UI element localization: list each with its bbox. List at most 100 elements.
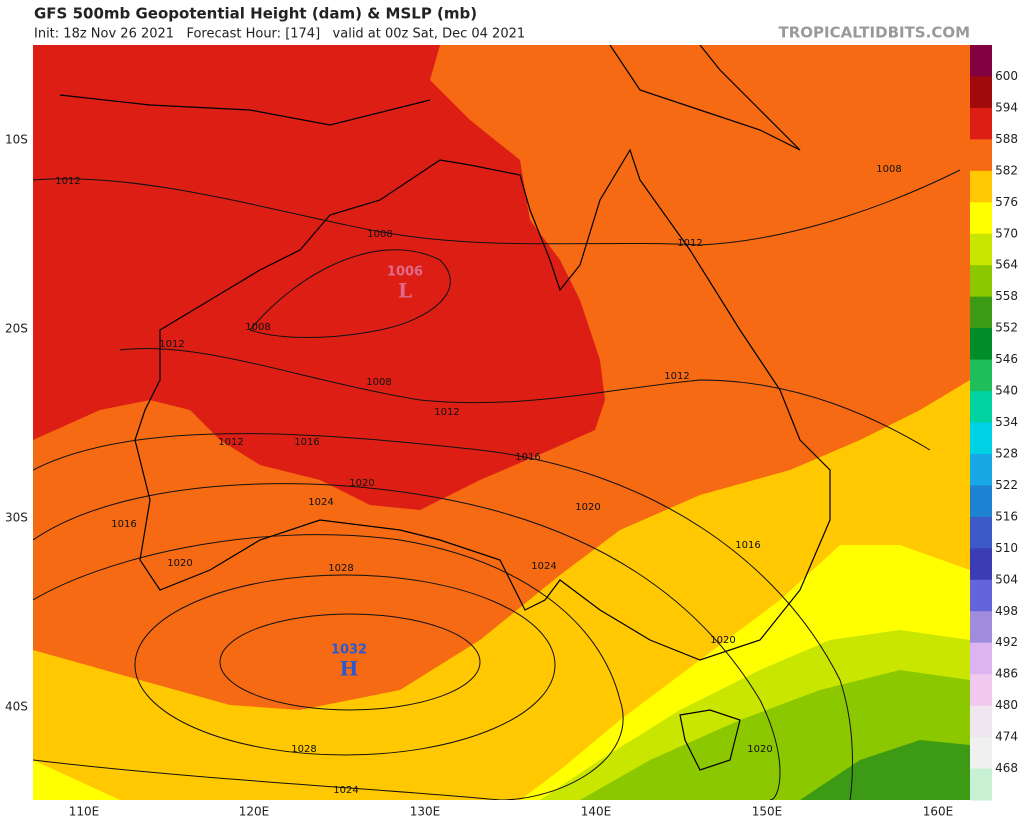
colorbar-swatch (970, 516, 992, 549)
colorbar-swatch (970, 391, 992, 423)
height-fill (33, 45, 605, 510)
isobar-label: 1016 (515, 452, 540, 463)
lon-label: 110E (69, 805, 100, 819)
colorbar-swatch (970, 139, 992, 172)
colorbar-label: 546 (995, 352, 1018, 366)
isobar (33, 169, 961, 246)
pressure-center-symbol: L (398, 279, 412, 303)
lon-label: 120E (239, 805, 270, 819)
colorbar-swatch (970, 579, 992, 612)
colorbar-label: 588 (995, 132, 1018, 146)
colorbar-label: 552 (995, 321, 1018, 335)
isobar (134, 574, 556, 756)
lat-label: 10S (5, 133, 28, 147)
lat-label: 30S (5, 511, 28, 525)
colorbar-label: 510 (995, 541, 1018, 555)
colorbar-swatch (970, 485, 992, 518)
isobar-label: 1012 (55, 176, 80, 187)
isobar-label: 1016 (111, 519, 136, 530)
isobar-label: 1012 (664, 371, 689, 382)
isobar (33, 483, 781, 800)
isobar (33, 534, 624, 800)
isobar-label: 1008 (367, 229, 392, 240)
coastline (134, 148, 831, 661)
lat-label: 40S (5, 700, 28, 714)
colorbar-swatch (970, 705, 992, 738)
isobar-label: 1012 (434, 407, 459, 418)
lon-label: 150E (752, 805, 783, 819)
colorbar-label: 576 (995, 195, 1018, 209)
isobar (33, 759, 501, 800)
colorbar-swatch (970, 328, 992, 361)
colorbar-swatch (970, 359, 992, 392)
isobar-label: 1020 (349, 478, 374, 489)
coastline (679, 709, 741, 771)
lon-label: 130E (410, 805, 441, 819)
colorbar-label: 594 (995, 100, 1018, 114)
colorbar-swatch (970, 107, 992, 140)
pressure-center-symbol: H (340, 657, 359, 681)
colorbar-label: 540 (995, 384, 1018, 398)
colorbar-label: 558 (995, 289, 1018, 303)
colorbar-swatch (970, 296, 992, 329)
colorbar-swatch (970, 674, 992, 707)
coastline (609, 45, 801, 151)
pressure-center-value: 1032 (331, 643, 367, 658)
colorbar-swatch (970, 76, 992, 109)
lon-label: 140E (581, 805, 612, 819)
colorbar-label: 582 (995, 163, 1018, 177)
map-area (33, 45, 970, 800)
isobar-label: 1012 (677, 238, 702, 249)
pressure-center-value: 1006 (387, 265, 423, 280)
site-name: TROPICALTIDBITS.COM (779, 24, 971, 42)
isobar-label: 1008 (245, 322, 270, 333)
colorbar-swatch (970, 768, 992, 801)
colorbar-swatch (970, 202, 992, 235)
colorbar-label: 534 (995, 415, 1018, 429)
colorbar-swatch (970, 611, 992, 644)
colorbar-swatch (970, 737, 992, 770)
isobar (33, 433, 853, 800)
isobar-label: 1008 (876, 164, 901, 175)
colorbar-label: 564 (995, 258, 1018, 272)
colorbar-swatch (970, 45, 992, 77)
subtitle: Init: 18z Nov 26 2021 Forecast Hour: [17… (34, 27, 525, 42)
isobar-label: 1028 (291, 744, 316, 755)
lat-label: 20S (5, 322, 28, 336)
colorbar-label: 600 (995, 69, 1018, 83)
colorbar-label: 570 (995, 226, 1018, 240)
height-fill (800, 740, 970, 800)
colorbar-label: 528 (995, 446, 1018, 460)
colorbar-label: 498 (995, 604, 1018, 618)
isobar-label: 1008 (366, 377, 391, 388)
colorbar-label: 468 (995, 761, 1018, 775)
colorbar-swatch (970, 170, 992, 203)
colorbar-swatch (970, 233, 992, 266)
colorbar-swatch (970, 642, 992, 675)
isobar-label: 1020 (575, 502, 600, 513)
isobar-label: 1024 (531, 561, 556, 572)
colorbar-label: 474 (995, 730, 1018, 744)
isobar-label: 1020 (167, 558, 192, 569)
colorbar-label: 480 (995, 698, 1018, 712)
isobar-label: 1028 (328, 563, 353, 574)
coastline (59, 94, 431, 126)
colorbar-swatch (970, 265, 992, 298)
isobar-label: 1012 (159, 339, 184, 350)
isobar-label: 1016 (735, 540, 760, 551)
colorbar-label: 516 (995, 509, 1018, 523)
colorbar-swatch (970, 422, 992, 455)
isobar-label: 1012 (218, 437, 243, 448)
isobar-label: 1016 (294, 437, 319, 448)
isobar-label: 1020 (710, 635, 735, 646)
isobar (119, 347, 931, 451)
isobar (219, 613, 481, 711)
colorbar-label: 486 (995, 667, 1018, 681)
isobar-label: 1020 (747, 744, 772, 755)
isobar (249, 249, 451, 338)
isobar-label: 1024 (333, 785, 358, 796)
colorbar-swatch (970, 453, 992, 486)
colorbar-label: 522 (995, 478, 1018, 492)
